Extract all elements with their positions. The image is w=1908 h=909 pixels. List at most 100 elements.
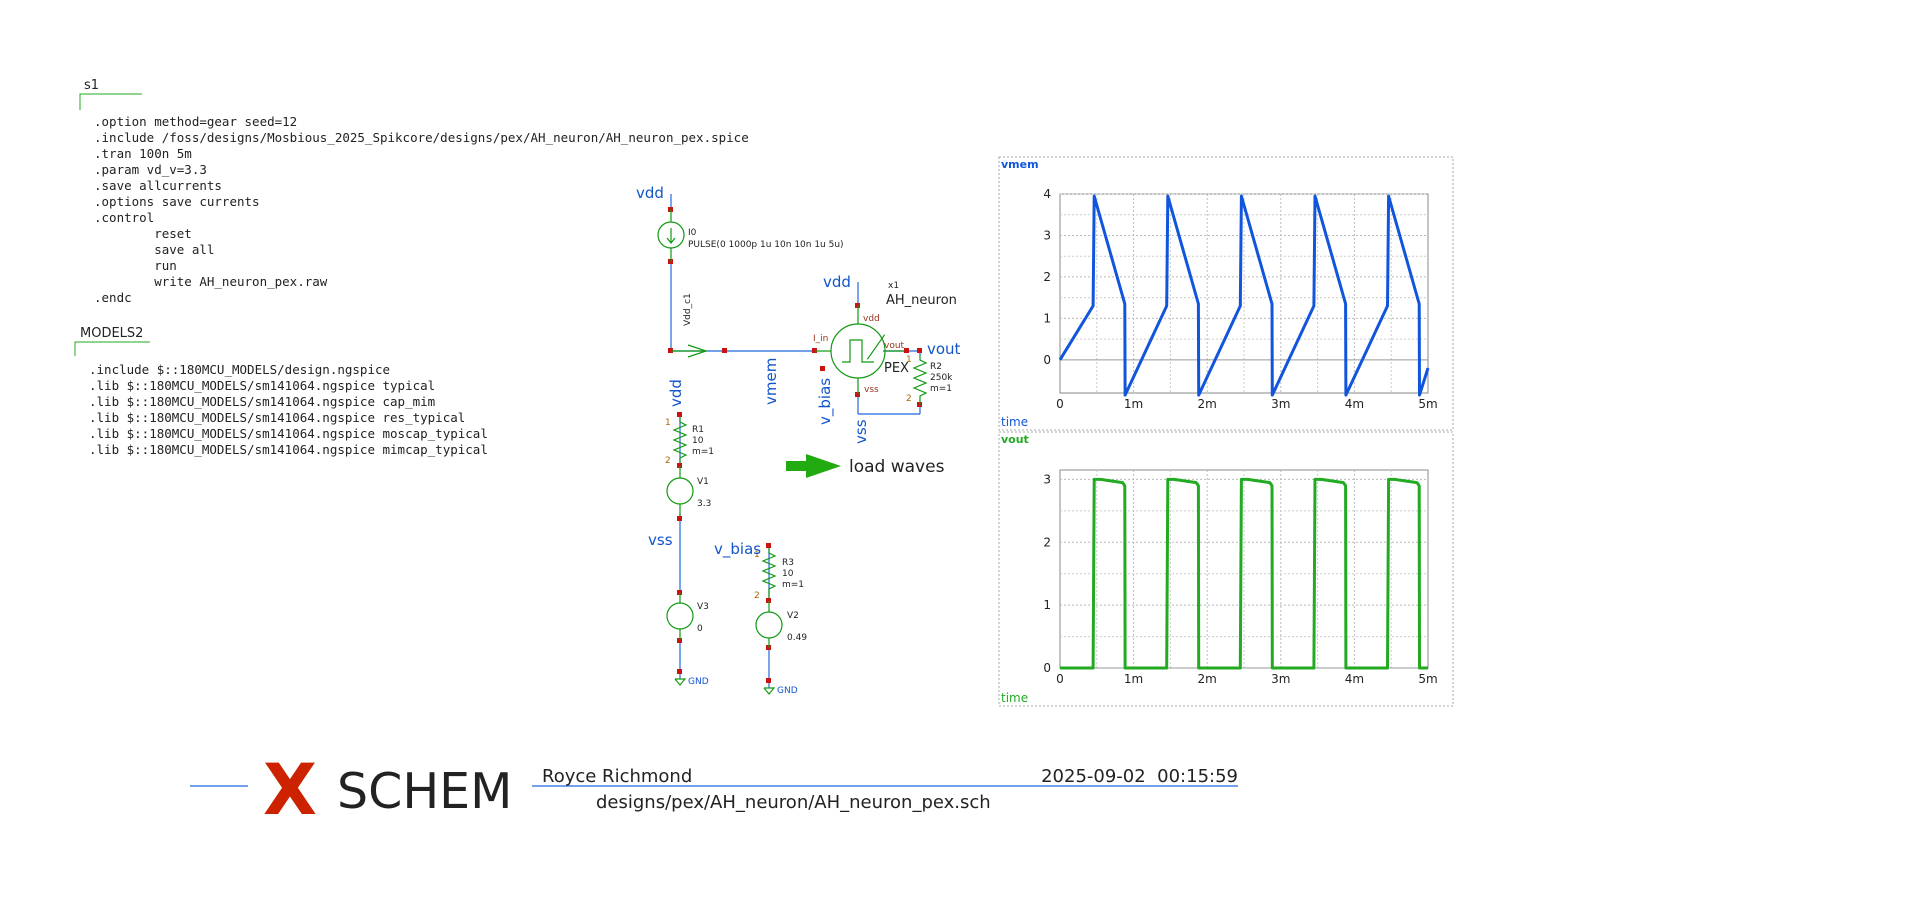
logo-x-letter: X	[263, 749, 317, 831]
r2-mult: m=1	[930, 384, 952, 394]
gnd-label: GND	[688, 677, 709, 687]
resistor-r3[interactable]: R3 10 m=1 1 2	[754, 548, 804, 601]
x-tick-label: 3m	[1271, 397, 1290, 411]
vmem-waveform-chart[interactable]: 0 1m 2m 3m 4m 5m 0 1 2 3 4 vmem time	[1001, 158, 1438, 429]
netlist-line: .include /foss/designs/Mosbious_2025_Spi…	[94, 130, 749, 145]
circuit-schematic[interactable]: I0 PULSE(0 1000p 1u 10n 10n 1u 5u) Vdd_c…	[636, 184, 961, 696]
x1-pin-vdd: vdd	[863, 314, 880, 324]
models-block-frame	[74, 341, 150, 356]
models-line: .include $::180MCU_MODELS/design.ngspice	[89, 362, 390, 377]
net-label-v-bias: v_bias	[714, 540, 761, 559]
netlist-line: write AH_neuron_pex.raw	[94, 274, 328, 289]
y-tick-label: 3	[1043, 472, 1051, 486]
net-label-vdd-c1: Vdd_c1	[683, 293, 693, 326]
load-waves-label: load waves	[849, 457, 945, 477]
x-tick-label: 0	[1056, 672, 1064, 686]
netlist-line: reset	[94, 226, 192, 241]
resistor-r2[interactable]: R2 250k m=1 1 2	[906, 355, 953, 405]
r1-mult: m=1	[692, 447, 714, 457]
r3-pin-1: 1	[754, 550, 760, 560]
x-tick-label: 4m	[1345, 397, 1364, 411]
title-block: X SCHEM Royce Richmond 2025-09-02 00:15:…	[190, 749, 1238, 831]
r3-mult: m=1	[782, 580, 804, 590]
gnd-label: GND	[777, 686, 798, 696]
models-code-block[interactable]: MODELS2 .include $::180MCU_MODELS/design…	[74, 326, 488, 457]
net-labels: vdd vdd vout vdd vmem v_bias vss vss v_b…	[636, 184, 961, 559]
gnd-symbol: GND	[674, 677, 709, 687]
gnd-symbol: GND	[763, 686, 798, 696]
y-tick-label: 1	[1043, 311, 1051, 325]
netlist-line: run	[94, 258, 177, 273]
r3-name: R3	[782, 558, 794, 568]
y-tick-label: 0	[1043, 353, 1051, 367]
i0-name: I0	[688, 228, 697, 238]
vout-waveform-chart[interactable]: 0 1m 2m 3m 4m 5m 0 1 2 3 vout time	[1001, 433, 1438, 705]
net-label-vout: vout	[927, 340, 961, 358]
load-waves-button[interactable]: load waves	[786, 454, 945, 478]
net-label-vdd-vertical: vdd	[667, 379, 685, 407]
voltage-source-v2[interactable]: V2 0.49	[755, 601, 807, 648]
timestamp: 2025-09-02 00:15:59	[1041, 766, 1238, 787]
x1-pin-i-in: I_in	[813, 334, 828, 344]
code-block-title: s1	[84, 78, 99, 93]
r2-value: 250k	[930, 373, 953, 383]
models-line: .lib $::180MCU_MODELS/sm141064.ngspice t…	[89, 378, 435, 393]
y-tick-label: 4	[1043, 187, 1051, 201]
netlist-line: .endc	[94, 290, 132, 305]
models-line: .lib $::180MCU_MODELS/sm141064.ngspice m…	[89, 426, 488, 441]
y-tick-label: 2	[1043, 535, 1051, 549]
x-tick-label: 2m	[1198, 672, 1217, 686]
author-name: Royce Richmond	[542, 766, 692, 787]
current-source-i0[interactable]: I0 PULSE(0 1000p 1u 10n 10n 1u 5u)	[657, 209, 844, 262]
netlist-line: .param vd_v=3.3	[94, 162, 207, 177]
net-label-vss-vertical: vss	[852, 419, 870, 444]
x1-pex-tag: PEX	[884, 361, 909, 376]
net-label-vss: vss	[648, 531, 673, 549]
x1-pin-vss: vss	[864, 385, 879, 395]
netlist-code-block[interactable]: s1 .option method=gear seed=12 .include …	[79, 78, 749, 305]
v1-name: V1	[697, 477, 709, 487]
v1-value: 3.3	[697, 499, 711, 509]
schematic-path: designs/pex/AH_neuron/AH_neuron_pex.sch	[596, 792, 991, 813]
y-tick-label: 0	[1043, 661, 1051, 675]
logo-word: SCHEM	[337, 763, 512, 820]
neuron-block-x1[interactable]: x1 AH_neuron vdd I_in vout vss PEX	[813, 281, 957, 395]
graph-frame-vmem[interactable]	[998, 156, 1454, 431]
i0-value: PULSE(0 1000p 1u 10n 10n 1u 5u)	[688, 240, 844, 250]
v3-name: V3	[697, 602, 709, 612]
r2-name: R2	[930, 362, 942, 372]
voltage-source-v3[interactable]: V3 0	[666, 593, 709, 640]
chart-title: vout	[1001, 433, 1029, 446]
net-label-v-bias-vertical: v_bias	[816, 378, 835, 425]
net-label-vdd: vdd	[636, 184, 664, 202]
x1-cell-name: AH_neuron	[886, 293, 957, 308]
v3-value: 0	[697, 624, 703, 634]
y-tick-label: 3	[1043, 228, 1051, 242]
code-block-frame	[79, 93, 142, 110]
chart-title: vmem	[1001, 158, 1039, 171]
x1-instance-name: x1	[888, 281, 899, 291]
v2-name: V2	[787, 611, 799, 621]
net-label-vdd: vdd	[823, 273, 851, 291]
y-tick-label: 1	[1043, 598, 1051, 612]
x-tick-label: 1m	[1124, 672, 1143, 686]
series-line-vmem	[1058, 194, 1430, 397]
r3-value: 10	[782, 569, 794, 579]
x-axis-label: time	[1001, 691, 1028, 705]
x1-pin-vout: vout	[884, 341, 905, 351]
models-line: .lib $::180MCU_MODELS/sm141064.ngspice c…	[89, 394, 435, 409]
net-label-vmem: vmem	[762, 358, 780, 405]
x-tick-label: 3m	[1271, 672, 1290, 686]
series-line-vout	[1060, 477, 1428, 670]
r1-name: R1	[692, 425, 704, 435]
resistor-r1[interactable]: R1 10 m=1 1 2	[665, 417, 714, 466]
x-axis-label: time	[1001, 415, 1028, 429]
xschem-logo: X SCHEM	[263, 749, 512, 831]
netlist-lines: .option method=gear seed=12 .include /fo…	[94, 114, 749, 305]
netlist-line: .tran 100n 5m	[94, 146, 192, 161]
voltage-source-v1[interactable]: V1 3.3	[666, 466, 711, 516]
graph-frame-vout[interactable]	[998, 431, 1454, 707]
netlist-line: save all	[94, 242, 214, 257]
